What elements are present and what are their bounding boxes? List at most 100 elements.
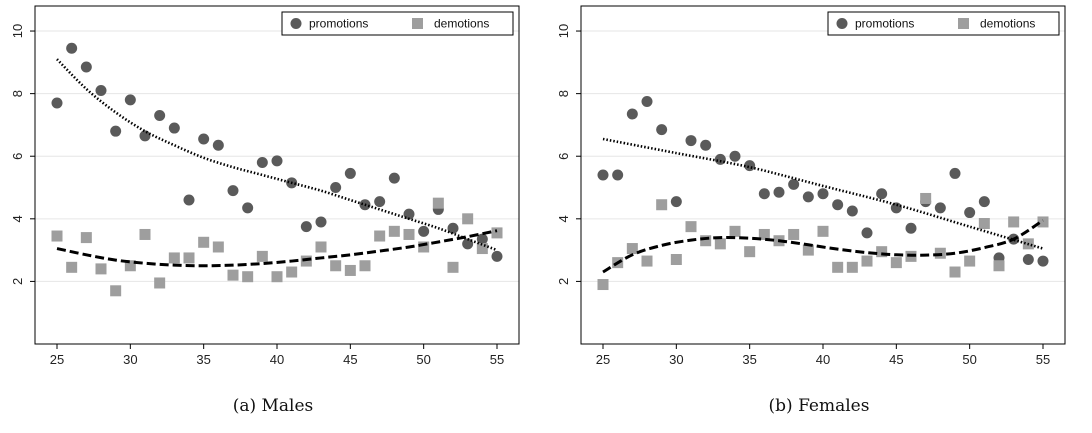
point-demotions	[744, 246, 756, 258]
y-tick-label: 6	[556, 153, 571, 160]
point-promotions	[656, 124, 668, 136]
legend-marker-promotions	[836, 18, 848, 29]
point-promotions	[447, 222, 459, 234]
point-promotions	[344, 167, 356, 179]
x-tick-label: 50	[416, 352, 430, 367]
point-promotions	[670, 196, 682, 208]
x-tick-label: 25	[50, 352, 64, 367]
legend: promotions demotions	[281, 11, 514, 36]
point-demotions	[491, 227, 503, 239]
point-promotions	[95, 85, 107, 96]
point-demotions	[154, 277, 166, 289]
point-demotions	[861, 255, 873, 267]
point-promotions	[51, 97, 63, 109]
legend-label-demotions: demotions	[980, 17, 1035, 31]
point-demotions	[1037, 216, 1049, 228]
point-demotions	[51, 230, 63, 242]
x-tick-label: 50	[962, 352, 976, 367]
x-tick-label: 45	[343, 352, 357, 367]
point-demotions	[315, 241, 327, 253]
fit-line-promotions	[602, 137, 1044, 250]
point-promotions	[168, 122, 180, 134]
y-tick-label: 6	[10, 153, 25, 160]
point-demotions	[418, 241, 430, 253]
point-promotions	[330, 182, 342, 194]
x-tick-label: 45	[889, 352, 903, 367]
point-demotions	[198, 236, 210, 248]
x-tick-label: 55	[490, 352, 504, 367]
point-promotions	[729, 150, 741, 162]
point-demotions	[168, 252, 180, 264]
point-demotions	[890, 257, 902, 269]
point-demotions	[700, 235, 712, 247]
x-tick-label: 25	[596, 352, 610, 367]
point-promotions	[1022, 254, 1034, 265]
point-demotions	[256, 250, 268, 262]
point-demotions	[876, 246, 888, 258]
x-tick-label: 40	[270, 352, 284, 367]
point-promotions	[876, 188, 888, 200]
x-tick-label: 40	[816, 352, 830, 367]
point-promotions	[700, 139, 712, 151]
point-promotions	[949, 167, 961, 179]
point-demotions	[139, 228, 151, 240]
point-demotions	[95, 263, 107, 275]
point-demotions	[626, 243, 638, 255]
y-tick-label: 4	[556, 215, 571, 222]
point-promotions	[744, 160, 756, 172]
y-tick-label: 10	[10, 24, 25, 38]
point-promotions	[124, 94, 136, 106]
point-demotions	[271, 271, 283, 283]
point-promotions	[418, 225, 430, 237]
y-tick-label: 8	[556, 90, 571, 97]
y-tick-label: 10	[556, 24, 571, 38]
point-promotions	[846, 205, 858, 217]
point-demotions	[817, 225, 829, 237]
legend-box	[281, 11, 514, 36]
legend-marker-demotions	[958, 18, 969, 29]
point-promotions	[183, 194, 195, 206]
point-promotions	[198, 133, 210, 145]
plot-frame	[34, 5, 520, 345]
point-promotions	[66, 42, 78, 54]
point-promotions	[817, 188, 829, 200]
point-demotions	[846, 261, 858, 273]
point-promotions	[154, 110, 166, 122]
point-demotions	[462, 213, 474, 225]
point-promotions	[1037, 255, 1049, 267]
fit-line-promotions	[56, 58, 498, 252]
point-promotions	[641, 95, 653, 107]
point-demotions	[788, 228, 800, 240]
point-demotions	[227, 269, 239, 281]
point-demotions	[920, 192, 932, 204]
y-tick-label: 4	[10, 215, 25, 222]
point-demotions	[729, 225, 741, 237]
point-demotions	[656, 199, 668, 211]
point-promotions	[964, 207, 976, 219]
point-demotions	[330, 260, 342, 272]
point-demotions	[212, 241, 224, 253]
point-promotions	[476, 233, 488, 245]
point-promotions	[685, 135, 697, 147]
point-promotions	[802, 191, 814, 203]
point-demotions	[403, 228, 415, 240]
point-demotions	[1008, 216, 1020, 228]
point-demotions	[993, 260, 1005, 272]
point-demotions	[110, 285, 122, 297]
point-promotions	[271, 155, 283, 167]
legend-label-promotions: promotions	[309, 17, 368, 31]
point-demotions	[670, 254, 682, 265]
point-demotions	[949, 266, 961, 278]
point-demotions	[476, 243, 488, 255]
point-demotions	[832, 261, 844, 273]
legend-box	[827, 11, 1060, 36]
point-promotions	[905, 222, 917, 234]
point-promotions	[80, 61, 92, 73]
point-promotions	[934, 202, 946, 214]
point-demotions	[432, 197, 444, 209]
point-demotions	[641, 255, 653, 267]
point-demotions	[978, 218, 990, 230]
point-demotions	[80, 232, 92, 244]
point-promotions	[978, 196, 990, 208]
y-tick-label: 8	[10, 90, 25, 97]
